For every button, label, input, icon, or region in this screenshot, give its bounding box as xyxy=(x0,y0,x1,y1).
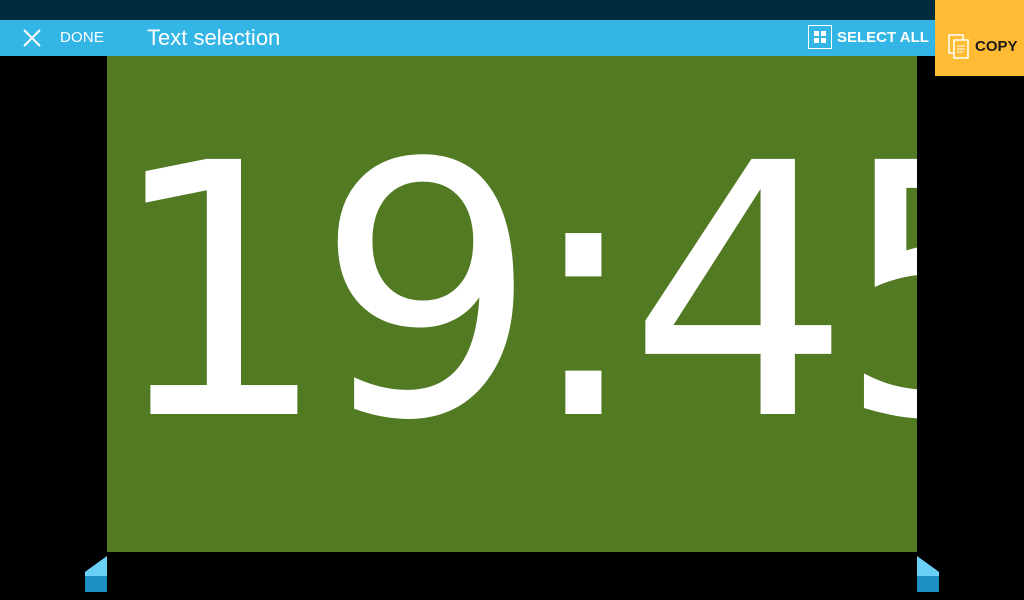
copy-label: COPY xyxy=(975,38,1018,55)
done-button[interactable]: DONE xyxy=(0,20,126,56)
clock-time: 19:45 xyxy=(107,89,917,497)
close-icon xyxy=(23,29,41,47)
copy-button[interactable]: COPY xyxy=(935,0,1024,76)
selected-clock-panel[interactable]: 19:45 xyxy=(107,56,917,552)
selection-end-handle[interactable] xyxy=(917,556,939,592)
action-bar-title: Text selection xyxy=(147,25,281,50)
done-label: DONE xyxy=(60,29,105,46)
select-all-icon xyxy=(808,25,832,49)
select-all-button[interactable]: SELECT ALL xyxy=(800,20,934,56)
select-all-label: SELECT ALL xyxy=(837,29,929,46)
contextual-action-bar: DONE Text selection SELECT ALL COPY xyxy=(0,0,1024,76)
selection-start-handle[interactable] xyxy=(85,556,107,592)
copy-icon xyxy=(948,34,969,59)
status-bar xyxy=(0,0,1024,20)
